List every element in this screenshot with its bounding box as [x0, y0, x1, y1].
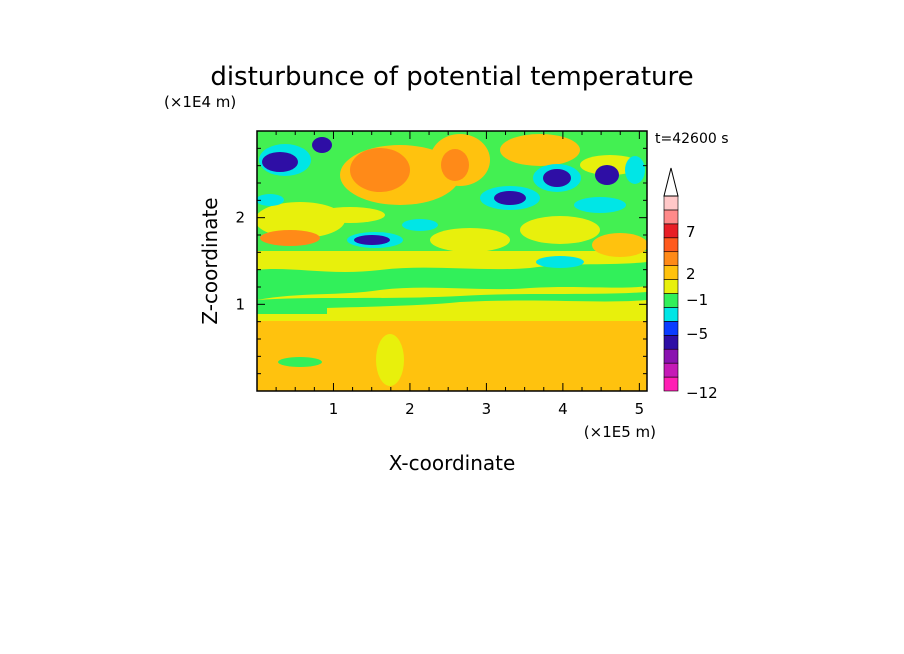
x-tick-label: 1 — [329, 400, 339, 418]
colorbar-swatch — [663, 195, 679, 211]
y-tick-label: 2 — [235, 209, 245, 227]
contour-region — [376, 334, 404, 386]
colorbar-swatch — [663, 223, 679, 239]
colorbar-swatch — [663, 279, 679, 294]
contour-region — [354, 235, 390, 245]
x-unit-label: (×1E5 m) — [584, 423, 656, 441]
colorbar-label: −12 — [686, 384, 718, 402]
y-axis: 12 — [235, 147, 647, 375]
contour-region — [625, 156, 645, 184]
colorbar-swatch — [663, 376, 679, 392]
time-label: t=42600 s — [655, 131, 729, 147]
colorbar-label: −5 — [686, 325, 708, 343]
contour-region — [494, 191, 526, 205]
contour-region — [260, 230, 320, 246]
colorbar-extension — [663, 167, 679, 197]
chart-title: disturbunce of potential temperature — [210, 62, 693, 92]
x-axis-label: X-coordinate — [389, 451, 516, 475]
colorbar-label: 7 — [686, 223, 696, 241]
y-tick-label: 1 — [235, 295, 245, 313]
y-axis-label: Z-coordinate — [198, 197, 222, 324]
x-tick-label: 4 — [558, 400, 568, 418]
contour-region — [350, 148, 410, 192]
colorbar-swatch — [663, 334, 679, 350]
colorbar-swatch — [663, 237, 679, 253]
contour-region — [520, 216, 600, 244]
colorbar-swatch — [663, 251, 679, 266]
contour-band — [257, 262, 647, 300]
contour-region — [315, 207, 385, 223]
contour-region — [312, 137, 332, 153]
x-tick-label: 2 — [405, 400, 415, 418]
colorbar-swatch — [663, 362, 679, 378]
contour-band — [257, 292, 647, 312]
contour-region — [402, 219, 438, 231]
colorbar-label: −1 — [686, 291, 708, 309]
contour-region — [574, 197, 626, 213]
colorbar-swatch — [663, 321, 679, 336]
contour-region — [595, 165, 619, 185]
contour-region — [500, 134, 580, 166]
plot-area — [257, 131, 647, 391]
contour-region — [257, 300, 327, 314]
x-tick-label: 3 — [482, 400, 492, 418]
colorbar-swatch — [663, 265, 679, 280]
colorbar-swatch — [663, 209, 679, 225]
contour-region — [543, 169, 571, 187]
colorbar-swatch — [663, 348, 679, 364]
contour-region — [592, 233, 647, 257]
colorbar-swatch — [663, 293, 679, 308]
contour-region — [441, 149, 469, 181]
x-tick-label: 5 — [635, 400, 645, 418]
colorbar-swatch — [663, 307, 679, 322]
colorbar-label: 2 — [686, 265, 696, 283]
contour-region — [260, 327, 400, 363]
y-unit-label: (×1E4 m) — [164, 93, 236, 111]
plot-frame — [256, 130, 648, 392]
contour-region — [400, 330, 640, 374]
contour-region — [430, 228, 510, 252]
contour-band — [257, 305, 647, 321]
contour-region — [278, 357, 322, 367]
contour-region — [262, 152, 298, 172]
contour-region — [257, 194, 284, 206]
contour-region — [536, 256, 584, 268]
x-axis: 1 2 3 4 5 — [275, 131, 645, 418]
colorbar: 7 2 −1 −5 −12 — [663, 167, 718, 402]
